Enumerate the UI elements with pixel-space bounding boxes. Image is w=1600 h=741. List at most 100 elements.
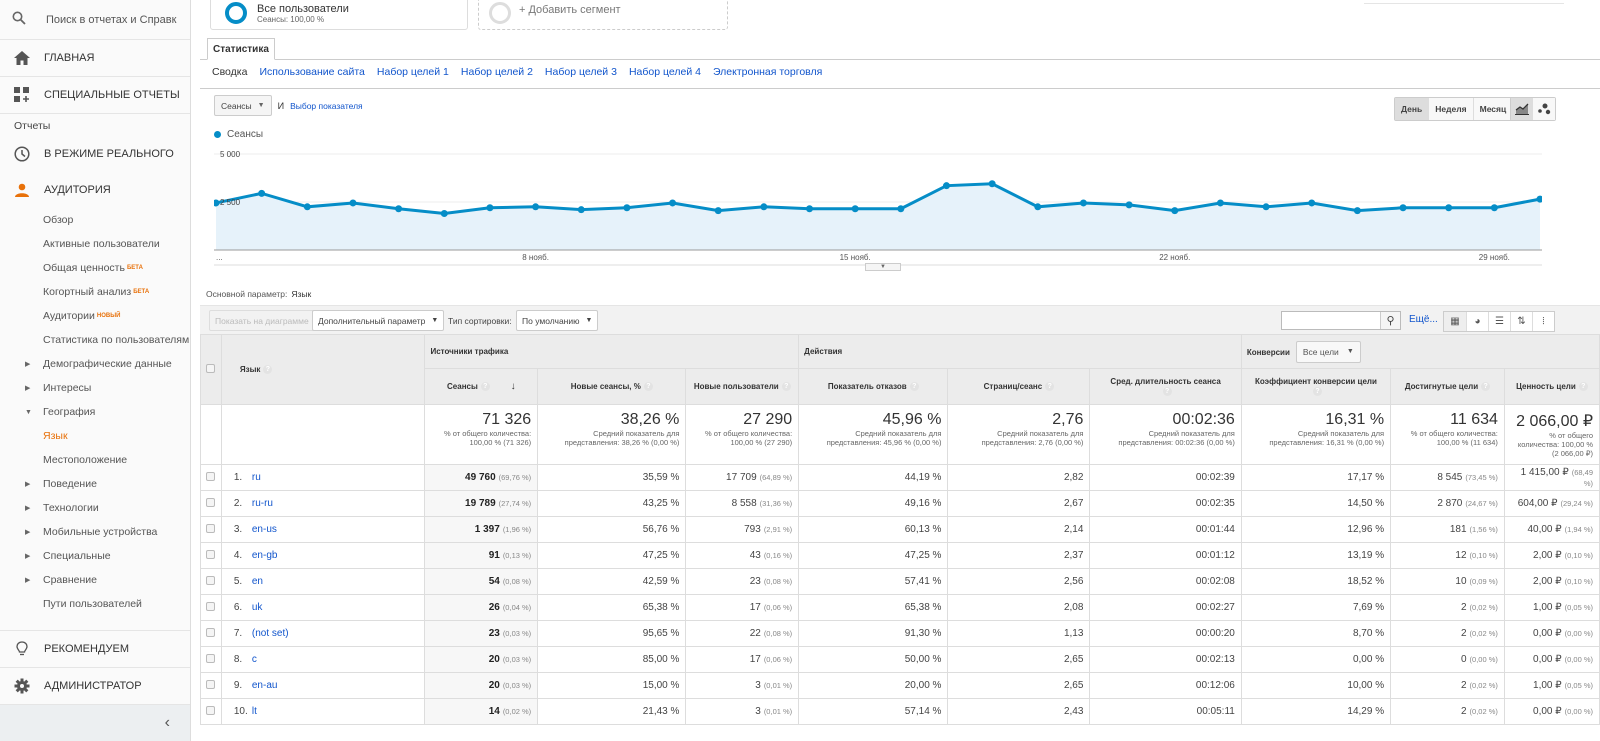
search-icon[interactable]: ⚲: [1380, 312, 1400, 329]
sidebar-item-home[interactable]: ГЛАВНАЯ: [0, 40, 190, 77]
sidebar-subitem[interactable]: ▶ Сравнение: [25, 574, 97, 586]
subtab[interactable]: Набор целей 2: [460, 66, 533, 78]
column-header[interactable]: Страниц/сеанс?: [947, 368, 1091, 405]
segment-all-users[interactable]: Все пользователи Сеансы: 100,00 %: [210, 0, 468, 30]
row-checkbox[interactable]: [206, 549, 216, 559]
subtab[interactable]: Набор целей 1: [376, 66, 449, 78]
column-header[interactable]: Новые пользователи?: [685, 368, 800, 405]
column-header[interactable]: Достигнутые цели?: [1390, 368, 1505, 405]
sessions-line-chart[interactable]: 5 000 2 500... 8 нояб. 15 нояб. 22 нояб. 29 н…: [214, 146, 1542, 266]
row-checkbox[interactable]: [206, 705, 216, 715]
column-header[interactable]: Показатель отказов?: [798, 368, 949, 405]
choose-metric-link[interactable]: Выбор показателя: [290, 100, 363, 111]
column-header[interactable]: Коэффициент конверсии цели?: [1240, 368, 1392, 405]
help-icon[interactable]: ?: [1162, 386, 1172, 396]
language-link[interactable]: en-au: [251, 680, 278, 691]
motion-chart-button[interactable]: [1533, 98, 1555, 120]
select-all-checkbox[interactable]: [206, 364, 216, 373]
tab-statistics[interactable]: Статистика: [207, 38, 275, 60]
performance-view-icon[interactable]: ☰: [1488, 312, 1510, 331]
subtab[interactable]: Электронная торговля: [712, 66, 823, 78]
sidebar-subitem[interactable]: ▶ Специальные: [25, 550, 111, 562]
row-checkbox[interactable]: [206, 627, 216, 637]
subtab[interactable]: Сводка: [212, 66, 248, 78]
language-link[interactable]: (not set): [251, 628, 289, 639]
sidebar-subitem[interactable]: Язык: [43, 430, 68, 442]
period-week-button[interactable]: Неделя: [1428, 98, 1473, 120]
help-icon[interactable]: ?: [480, 382, 490, 392]
row-checkbox[interactable]: [206, 497, 216, 507]
row-checkbox[interactable]: [206, 653, 216, 663]
help-icon[interactable]: ?: [1312, 386, 1322, 396]
sidebar-item-admin[interactable]: АДМИНИСТРАТОР: [0, 667, 190, 704]
sidebar-search[interactable]: Поиск в отчетах и Справк: [0, 0, 190, 40]
dimension-header[interactable]: Язык?: [220, 334, 426, 405]
search-input[interactable]: Поиск в отчетах и Справк: [46, 13, 177, 26]
sort-type-dropdown[interactable]: По умолчанию ▼: [516, 310, 599, 331]
table-row: 6. uk 26 (0,04 %) 65,38 % 17 (0,06 %) 65,38 % 2,…: [200, 594, 1600, 621]
row-checkbox[interactable]: [206, 679, 216, 689]
help-icon[interactable]: ?: [1578, 382, 1588, 392]
sidebar-subitem[interactable]: ▶ Мобильные устройства: [25, 526, 158, 538]
table-view-icon[interactable]: ▦: [1444, 312, 1466, 331]
row-checkbox[interactable]: [206, 471, 216, 481]
language-link[interactable]: uk: [251, 602, 263, 613]
language-link[interactable]: en: [251, 576, 263, 587]
metric-dropdown[interactable]: Сеансы ▼: [214, 95, 272, 116]
subtab[interactable]: Набор целей 3: [544, 66, 617, 78]
goal-selector-dropdown[interactable]: Все цели ▼: [1295, 340, 1361, 363]
column-header[interactable]: Новые сеансы, %?: [537, 368, 687, 405]
sidebar-subitem[interactable]: Пути пользователей: [43, 598, 142, 610]
language-link[interactable]: ru-ru: [251, 498, 273, 509]
sidebar-item-custom-reports[interactable]: СПЕЦИАЛЬНЫЕ ОТЧЕТЫ: [0, 77, 190, 114]
language-link[interactable]: lt: [251, 706, 257, 717]
language-link[interactable]: en-us: [251, 524, 277, 535]
chart-resize-handle[interactable]: ▼: [865, 263, 901, 271]
period-day-button[interactable]: День: [1395, 98, 1429, 120]
sidebar-subitem[interactable]: Общая ценность БЕТА: [43, 262, 143, 274]
line-chart-button[interactable]: [1511, 98, 1533, 120]
column-header[interactable]: Сеансы? ↓: [424, 368, 539, 405]
help-icon[interactable]: ?: [909, 382, 919, 392]
column-header[interactable]: Сред. длительность сеанса?: [1089, 368, 1242, 405]
column-header[interactable]: Ценность цели?: [1503, 368, 1600, 405]
more-link[interactable]: Ещё...: [1409, 314, 1438, 325]
sidebar-subitem[interactable]: ▶ Поведение: [25, 478, 97, 490]
pivot-view-icon[interactable]: ⦙: [1532, 312, 1554, 331]
subtab[interactable]: Использование сайта: [259, 66, 365, 78]
sidebar-subitem[interactable]: Активные пользователи: [43, 238, 160, 250]
sidebar-subitem[interactable]: ▶ Интересы: [25, 382, 92, 394]
period-month-button[interactable]: Месяц: [1472, 98, 1513, 120]
sidebar-subitem[interactable]: Обзор: [43, 214, 74, 226]
collapse-sidebar-button[interactable]: ‹: [0, 704, 190, 741]
comparison-view-icon[interactable]: ⇅: [1510, 312, 1532, 331]
sidebar-subitem[interactable]: Аудитории НОВЫЙ: [43, 310, 121, 322]
expanded-arrow-icon: ▼: [25, 408, 32, 416]
help-icon[interactable]: ?: [1481, 382, 1491, 392]
subtab[interactable]: Набор целей 4: [628, 66, 701, 78]
row-checkbox[interactable]: [206, 523, 216, 533]
plot-rows-button[interactable]: Показать на диаграмме: [209, 310, 315, 331]
language-link[interactable]: en-gb: [251, 550, 278, 561]
row-checkbox[interactable]: [206, 601, 216, 611]
table-row: 4. en-gb 91 (0,13 %) 47,25 % 43 (0,16 %) 47,25 …: [200, 542, 1600, 569]
help-icon[interactable]: ?: [1045, 382, 1055, 392]
table-search-input[interactable]: ⚲: [1281, 311, 1401, 330]
help-icon[interactable]: ?: [643, 382, 653, 392]
sidebar-subitem[interactable]: Когортный анализ БЕТА: [43, 286, 150, 298]
add-segment-button[interactable]: + Добавить сегмент: [478, 0, 728, 30]
language-link[interactable]: ru: [251, 472, 261, 483]
language-link[interactable]: c: [251, 654, 257, 665]
sidebar-item-realtime[interactable]: В РЕЖИМЕ РЕАЛЬНОГО: [0, 136, 190, 172]
sidebar-subitem[interactable]: ▶ Технологии: [25, 502, 99, 514]
row-checkbox[interactable]: [206, 575, 216, 585]
help-icon[interactable]: ?: [781, 382, 791, 392]
sidebar-subitem[interactable]: Местоположение: [43, 454, 128, 466]
secondary-dimension-dropdown[interactable]: Дополнительный параметр ▼: [312, 310, 445, 331]
sidebar-subitem[interactable]: Статистика по пользователям: [43, 334, 190, 346]
sidebar-item-audience[interactable]: АУДИТОРИЯ: [0, 172, 190, 208]
sidebar-item-recommend[interactable]: РЕКОМЕНДУЕМ: [0, 630, 190, 667]
pie-view-icon[interactable]: ◕: [1466, 312, 1488, 331]
sidebar-subitem[interactable]: ▶ Демографические данные: [25, 358, 172, 370]
sidebar-subitem[interactable]: ▼ География: [25, 406, 96, 418]
